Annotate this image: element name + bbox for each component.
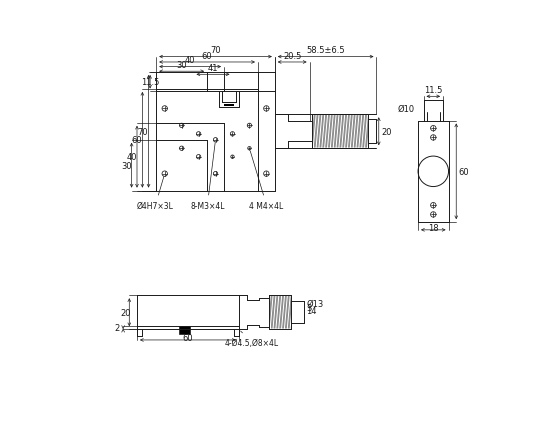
Text: 30: 30 xyxy=(176,61,187,70)
Text: 2: 2 xyxy=(114,323,119,332)
Text: 20: 20 xyxy=(120,308,130,317)
Bar xyxy=(224,105,234,107)
Text: 60: 60 xyxy=(182,333,193,342)
Text: 20.5: 20.5 xyxy=(283,52,301,60)
Text: 40: 40 xyxy=(126,153,137,162)
Text: Ø10: Ø10 xyxy=(397,105,414,114)
Text: 4 M4×4L: 4 M4×4L xyxy=(249,151,283,210)
Text: 70: 70 xyxy=(138,128,148,136)
Text: 20: 20 xyxy=(381,128,392,136)
Text: 60: 60 xyxy=(202,52,212,60)
Text: 3: 3 xyxy=(306,303,312,312)
Bar xyxy=(179,326,190,335)
Text: 8-M3×4L: 8-M3×4L xyxy=(190,143,225,210)
Text: Ø13: Ø13 xyxy=(306,299,324,308)
Text: 11.5: 11.5 xyxy=(141,78,159,87)
Text: Ø4H7×3L: Ø4H7×3L xyxy=(137,177,174,210)
Text: 58.5±6.5: 58.5±6.5 xyxy=(306,46,345,55)
Text: 41: 41 xyxy=(208,64,218,73)
Text: 14: 14 xyxy=(306,306,317,316)
Text: 60: 60 xyxy=(131,136,142,145)
Text: 60: 60 xyxy=(458,168,469,176)
Text: 30: 30 xyxy=(121,161,131,170)
Text: 18: 18 xyxy=(428,224,439,233)
Text: 40: 40 xyxy=(185,56,195,65)
Text: 70: 70 xyxy=(210,46,221,55)
Text: 4-Ø4.5,Ø8×4L: 4-Ø4.5,Ø8×4L xyxy=(225,331,279,347)
Text: 11.5: 11.5 xyxy=(424,86,443,95)
